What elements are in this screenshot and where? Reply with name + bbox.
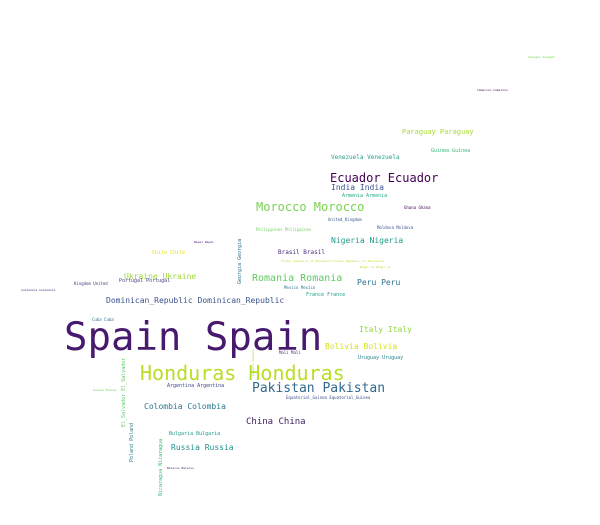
word-bulgaria: Bulgaria Bulgaria — [169, 431, 221, 437]
word-belarus: Belarus Belarus — [167, 466, 195, 470]
word-morocco: Morocco Morocco — [256, 200, 365, 214]
word-lebanon: Lebanon Lebanon — [251, 348, 255, 376]
word-paraguay: Paraguay Paraguay — [402, 128, 474, 136]
word-romania: Romania Romania — [252, 273, 343, 284]
word-united-kingdom: United_Kingdom — [328, 217, 362, 222]
word-mali: Mali Mali — [279, 350, 301, 355]
word-georgia: Georgia Georgia — [237, 238, 243, 284]
word-peru: Peru Peru — [357, 278, 401, 287]
word-argentina: Argentina Argentina — [167, 383, 225, 389]
word-spain: Spain Spain — [64, 315, 323, 360]
word-ghana: Ghana Ghana — [404, 205, 431, 210]
word-philippines: Philippines Philippines — [256, 227, 312, 232]
word-italy: Italy Italy — [359, 325, 412, 334]
word-macedonia: Former_Republic_of_Macedonia Former_Repu… — [281, 259, 384, 263]
word-pakistan: Pakistan Pakistan — [252, 381, 386, 396]
word-brasil: Brasil Brasil — [278, 249, 325, 256]
word-ukraine: Ukraine Ukraine — [124, 272, 197, 281]
word-armenia: Armenia Armenia — [342, 193, 388, 199]
word-niger: Niger Le Niger Le — [360, 265, 391, 269]
word-chile: Chile Chile — [152, 250, 186, 256]
word-guinea-bissau: Guinea Bissau — [93, 388, 117, 392]
word-venezuela: Venezuela Venezuela — [331, 154, 400, 161]
word-cameroon: Cameroon Cameroon — [477, 88, 508, 92]
word-equatorial-guinea: Equatorial_Guinea Equatorial_Guinea — [286, 395, 371, 400]
word-nigeria: Nigeria Nigeria — [331, 236, 404, 245]
word-nicaragua: Nicaragua Nicaragua — [158, 438, 164, 496]
word-poland: Poland Poland — [129, 422, 135, 462]
word-russia: Russia Russia — [171, 443, 234, 452]
word-el-salvador: El_Salvador El_Salvador — [121, 357, 127, 427]
word-nepal: Nepal Nepal — [194, 240, 214, 244]
word-bolivia: Bolivia Bolivia — [325, 342, 398, 351]
word-moldova: Moldova Moldova — [377, 225, 414, 230]
word-china: China China — [246, 417, 306, 427]
word-mexico: Mexico Mexico — [284, 285, 316, 290]
word-kingdom-united: Kingdom United — [74, 281, 108, 286]
word-india: India India — [331, 183, 384, 192]
word-guinea: Guinea Guinea — [431, 148, 471, 154]
word-uruguay: Uruguay Uruguay — [358, 355, 404, 361]
word-colombia: Colombia Colombia — [144, 402, 226, 411]
word-honduras: Honduras Honduras — [140, 361, 345, 385]
word-france: France France — [306, 292, 346, 298]
word-cuba: Cuba Cuba — [92, 317, 114, 322]
word-guatemala: Guatemala Guatemala — [21, 288, 56, 292]
word-ecuador: Ecuador Ecuador — [330, 171, 439, 185]
word-senegal: Senegal Senegal — [528, 55, 556, 59]
word-portugal: Portugal Portugal — [119, 278, 171, 284]
word-dominican-republic: Dominican_Republic Dominican_Republic — [106, 296, 285, 305]
